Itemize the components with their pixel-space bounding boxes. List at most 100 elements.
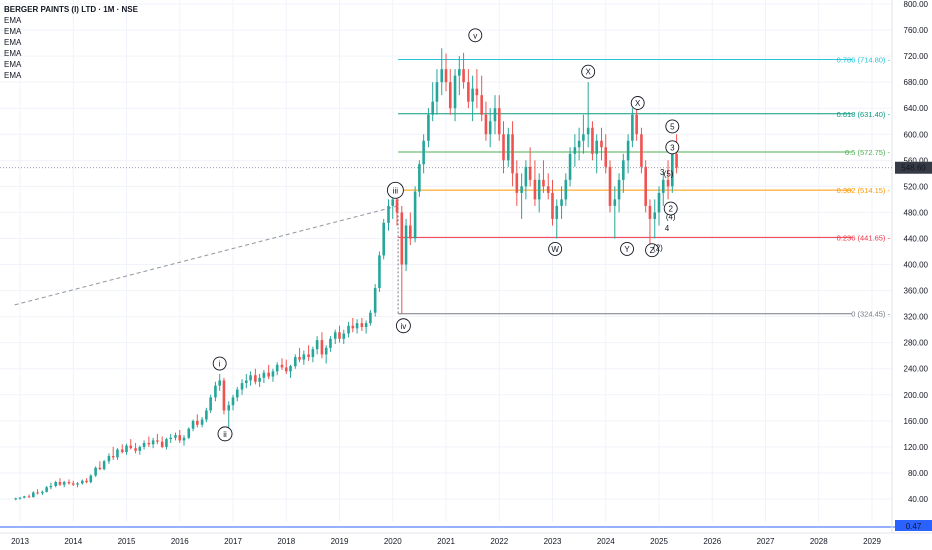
candle (227, 401, 231, 428)
candle-body (515, 173, 519, 193)
candle-body (635, 114, 638, 135)
candle (102, 459, 106, 471)
candle-body (404, 225, 408, 265)
candle (111, 446, 115, 460)
y-tick-label: 360.00 (904, 287, 929, 296)
wave-circle (665, 140, 680, 155)
candle-body (320, 340, 324, 355)
symbol-title[interactable]: BERGER PAINTS (I) LTD · 1M · NSE (4, 5, 138, 14)
candle (329, 336, 332, 352)
candle (355, 319, 359, 334)
candle-body (262, 372, 266, 378)
candle (81, 479, 84, 485)
candle-body (591, 127, 594, 154)
candle-body (458, 69, 461, 76)
wave-label: 5 (665, 119, 680, 134)
y-tick-label: 600.00 (904, 130, 929, 139)
wave-text: Z (650, 246, 655, 255)
candle-body (22, 496, 26, 498)
candle (502, 121, 505, 174)
candle (488, 108, 492, 148)
candle-body (555, 205, 559, 219)
candle-body (600, 140, 603, 148)
candle-body (338, 332, 341, 339)
candle-body (551, 192, 554, 219)
candle (511, 121, 514, 187)
wave-label: 2 (663, 201, 678, 216)
wave-text: 4 (665, 224, 670, 233)
time-axis[interactable]: 2013 2014 2015 2016 2017 2018 2019 2020 2021 2022… (11, 537, 881, 546)
candle-body (62, 482, 66, 485)
indicator-ema-3[interactable]: EMA (4, 38, 22, 47)
candle (289, 364, 292, 378)
candle (560, 186, 563, 219)
y-tick-label: 560.00 (904, 156, 929, 165)
indicator-ema-6[interactable]: EMA (4, 71, 22, 80)
candle (294, 354, 297, 369)
candle (71, 480, 75, 486)
candle-body (347, 325, 350, 334)
candle-body (661, 179, 665, 193)
candle-body (45, 487, 48, 492)
y-tick-label: 40.00 (908, 495, 929, 504)
candle-body (617, 179, 621, 200)
candle-body (49, 485, 53, 488)
candle-body (36, 492, 39, 494)
candle (644, 160, 647, 213)
wave-label: (4) (666, 212, 676, 221)
indicator-ema-2[interactable]: EMA (4, 27, 22, 36)
candle-body (577, 140, 581, 148)
candle (378, 251, 381, 292)
x-tick-label: 2025 (650, 537, 668, 546)
indicator-ema-5[interactable]: EMA (4, 60, 22, 69)
candle-body (542, 179, 545, 187)
candle-body (165, 439, 168, 447)
candle (613, 186, 617, 239)
candle (58, 478, 62, 486)
candle (196, 414, 199, 428)
wave-label: Z (645, 243, 660, 258)
candle (245, 373, 248, 389)
last-price-badge (895, 161, 932, 174)
candle (235, 386, 239, 402)
x-tick-label: 2028 (810, 537, 828, 546)
candle-body (191, 420, 195, 429)
y-tick-label: 320.00 (904, 313, 929, 322)
candle-body (98, 467, 102, 470)
indicator-ema-1[interactable]: EMA (4, 16, 22, 25)
y-tick-label: 800.00 (904, 0, 929, 9)
candle-body (444, 69, 448, 83)
candle (586, 82, 590, 148)
candle (400, 205, 404, 315)
candle (302, 350, 306, 365)
wave-circle (217, 426, 233, 442)
indicator-ema-4[interactable]: EMA (4, 49, 22, 58)
candle-body (294, 357, 297, 367)
candle-body (214, 385, 217, 398)
candle-body (120, 449, 124, 453)
candle (187, 427, 191, 440)
candle-body (373, 287, 377, 313)
candle-body (622, 160, 625, 180)
wave-text: (4) (666, 212, 676, 221)
candle-body (537, 179, 541, 200)
candle-body (58, 482, 62, 485)
candle (14, 497, 18, 501)
candle (62, 480, 66, 488)
candle-body (14, 498, 18, 500)
x-tick-label: 2020 (384, 537, 402, 546)
wave-label: ii (217, 426, 233, 442)
candle-body (528, 166, 532, 180)
candle (648, 199, 652, 245)
candle (608, 160, 612, 213)
candle-body (280, 364, 284, 368)
price-axis[interactable]: 800.00 760.00 720.00 680.00 640.00 600.00 560.… (904, 0, 929, 504)
x-tick-label: 2019 (331, 537, 349, 546)
y-tick-label: 640.00 (904, 104, 929, 113)
candle-body (81, 480, 84, 484)
candle-body (289, 366, 292, 372)
candle-body (613, 199, 617, 206)
candle-body (608, 166, 612, 206)
